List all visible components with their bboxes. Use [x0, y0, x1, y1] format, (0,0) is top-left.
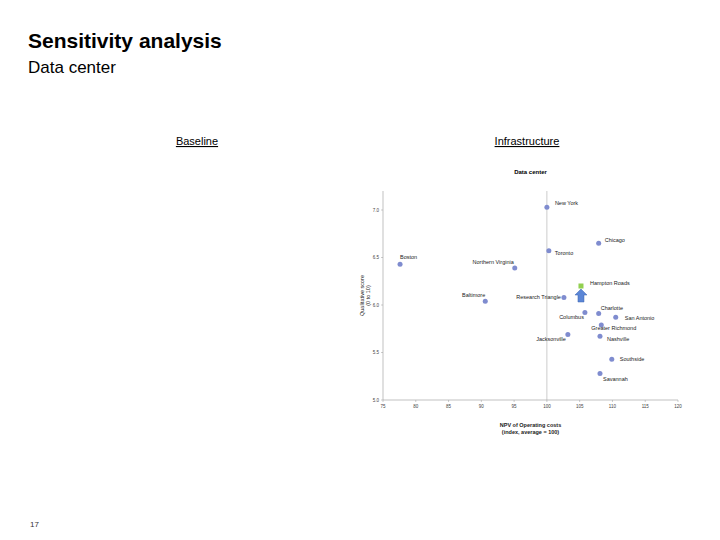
x-tick: [579, 400, 580, 402]
x-tick-label: 115: [642, 404, 650, 409]
x-tick-label: 105: [576, 404, 584, 409]
point-label: Research Triangle: [516, 294, 561, 300]
x-tick: [514, 400, 515, 402]
point-label: Hampton Roads: [590, 280, 630, 286]
slide: Sensitivity analysis Data center Baseline I…: [0, 0, 720, 540]
point-label: Southside: [620, 356, 644, 362]
chart-title: Data center: [514, 169, 547, 175]
point-label: Nashville: [607, 336, 629, 342]
x-axis-line: [383, 400, 678, 401]
x-tick-label: 80: [413, 404, 419, 409]
page-number: 17: [30, 520, 39, 529]
x-tick-label: 100: [543, 404, 551, 409]
x-tick: [448, 400, 449, 402]
point: [597, 334, 602, 339]
point: [546, 248, 551, 253]
point-label: Boston: [400, 254, 417, 260]
shift-arrow: [575, 289, 587, 302]
x-tick: [383, 400, 384, 402]
panel-heading: Infrastructure: [495, 135, 560, 147]
point: [512, 265, 517, 270]
point-label: Charlotte: [601, 305, 623, 311]
y-tick: [381, 257, 383, 258]
point: [609, 357, 614, 362]
points: [398, 205, 619, 376]
y-tick: [381, 400, 383, 401]
slide-canvas: Sensitivity analysis Data center Baseline I…: [0, 0, 720, 540]
y-tick: [381, 305, 383, 306]
x-tick: [678, 400, 679, 402]
point-label: Baltimore: [462, 292, 485, 298]
point-label: Columbus: [559, 314, 584, 320]
x-tick-label: 90: [479, 404, 485, 409]
x-tick-label: 85: [446, 404, 452, 409]
x-tick: [645, 400, 646, 402]
y-axis-line: [383, 191, 384, 400]
point: [544, 205, 549, 210]
y-tick: [381, 210, 383, 211]
x-tick: [481, 400, 482, 402]
y-tick-label: 6.5: [373, 255, 380, 260]
x-tick: [546, 400, 547, 402]
point-label: Northern Virginia: [473, 259, 515, 265]
point-label: San Antonio: [625, 315, 655, 321]
x-tick: [612, 400, 613, 402]
y-tick-label: 6.0: [373, 303, 380, 308]
y-axis-title: (0 to 10): [365, 285, 371, 306]
point-label: Jacksonville: [536, 336, 566, 342]
panel-heading: Baseline: [176, 135, 218, 147]
x-tick-label: 120: [674, 404, 682, 409]
point-label: Chicago: [605, 237, 625, 243]
point: [483, 299, 488, 304]
point: [578, 284, 583, 289]
x-tick-label: 75: [380, 404, 386, 409]
slide-subtitle: Data center: [28, 58, 116, 77]
point-label: New York: [555, 200, 578, 206]
y-tick-label: 7.0: [373, 208, 380, 213]
slide-title: Sensitivity analysis: [28, 29, 222, 52]
point: [596, 241, 601, 246]
point: [613, 315, 618, 320]
point-label: Toronto: [555, 250, 573, 256]
x-tick-label: 95: [512, 404, 518, 409]
point: [561, 295, 566, 300]
x-tick: [415, 400, 416, 402]
point: [597, 371, 602, 376]
x-tick-label: 110: [609, 404, 617, 409]
point: [596, 311, 601, 316]
point-label: Greater Richmond: [591, 325, 636, 331]
x-axis-title: NPV of Operating costs: [500, 422, 561, 428]
point: [398, 262, 403, 267]
point: [565, 332, 570, 337]
chart: Data center 75 80 85 90 95 100 105 110 115 120 5.0 5…: [359, 169, 682, 435]
x-axis-title: (index, average = 100): [502, 429, 559, 435]
y-tick: [381, 352, 383, 353]
y-tick-label: 5.0: [373, 398, 380, 403]
y-tick-label: 5.5: [373, 350, 380, 355]
point-label: Savannah: [603, 376, 628, 382]
